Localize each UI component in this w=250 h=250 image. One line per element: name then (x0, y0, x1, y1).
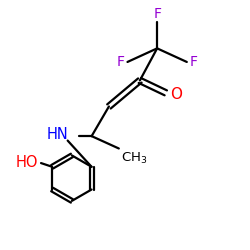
Text: F: F (189, 55, 197, 69)
Text: O: O (170, 86, 182, 102)
Text: F: F (117, 55, 125, 69)
Text: F: F (153, 7, 161, 21)
Text: CH$_3$: CH$_3$ (121, 150, 147, 166)
Text: HO: HO (16, 155, 38, 170)
Text: HN: HN (46, 128, 68, 142)
